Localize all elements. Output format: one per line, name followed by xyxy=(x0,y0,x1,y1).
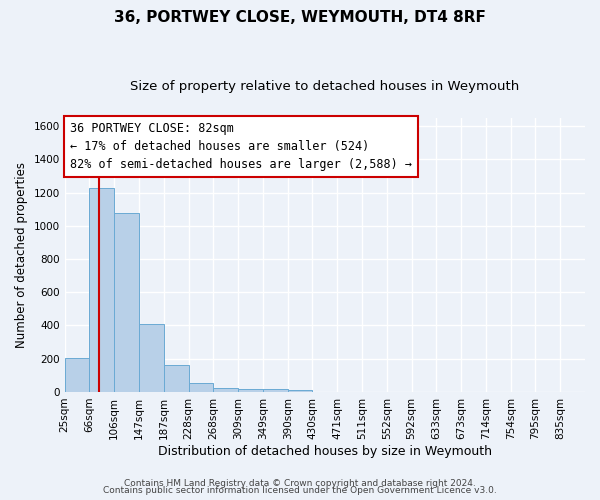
Bar xyxy=(89,188,114,392)
Text: 36 PORTWEY CLOSE: 82sqm
← 17% of detached houses are smaller (524)
82% of semi-d: 36 PORTWEY CLOSE: 82sqm ← 17% of detache… xyxy=(70,122,412,171)
Bar xyxy=(65,358,89,392)
Bar xyxy=(263,390,287,392)
Bar xyxy=(114,214,139,392)
Bar xyxy=(238,388,263,392)
Bar xyxy=(188,383,214,392)
Bar xyxy=(164,366,188,392)
Title: Size of property relative to detached houses in Weymouth: Size of property relative to detached ho… xyxy=(130,80,520,93)
Text: Contains HM Land Registry data © Crown copyright and database right 2024.: Contains HM Land Registry data © Crown c… xyxy=(124,478,476,488)
Bar xyxy=(214,388,238,392)
Text: 36, PORTWEY CLOSE, WEYMOUTH, DT4 8RF: 36, PORTWEY CLOSE, WEYMOUTH, DT4 8RF xyxy=(114,10,486,25)
Text: Contains public sector information licensed under the Open Government Licence v3: Contains public sector information licen… xyxy=(103,486,497,495)
Bar xyxy=(287,390,313,392)
Y-axis label: Number of detached properties: Number of detached properties xyxy=(15,162,28,348)
X-axis label: Distribution of detached houses by size in Weymouth: Distribution of detached houses by size … xyxy=(158,444,492,458)
Bar xyxy=(139,324,164,392)
